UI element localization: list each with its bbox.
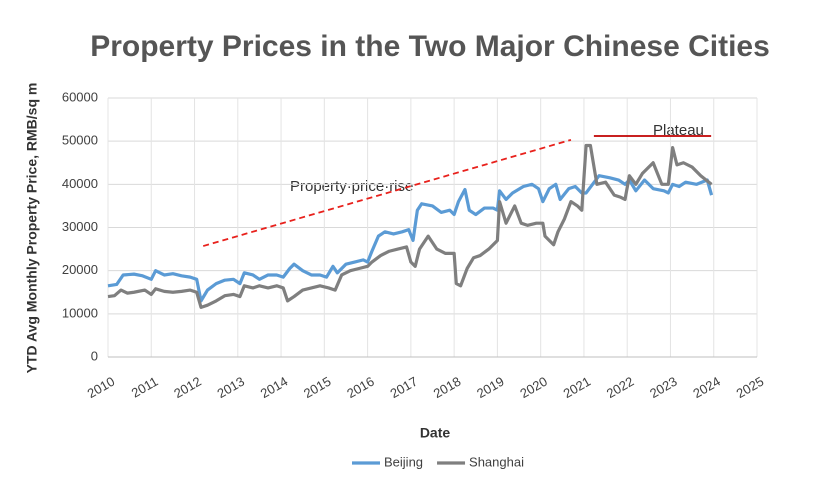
annotation: Property·price·rise (290, 178, 413, 195)
y-tick-label: 20000 (62, 262, 98, 277)
x-tick-label: 2014 (258, 374, 291, 401)
chart-title: Property Prices in the Two Major Chinese… (90, 30, 770, 63)
x-tick-label: 2025 (734, 374, 767, 401)
legend-label: Shanghai (469, 454, 524, 469)
x-tick-label: 2022 (604, 374, 637, 401)
x-tick-label: 2010 (85, 374, 118, 401)
x-tick-label: 2023 (647, 374, 680, 401)
legend-label: Beijing (384, 454, 423, 469)
y-tick-label: 60000 (62, 89, 98, 104)
x-tick-label: 2012 (171, 374, 204, 401)
x-tick-label: 2021 (561, 374, 594, 401)
x-tick-label: 2013 (214, 374, 247, 401)
y-axis-title: YTD Avg Monthly Property Price, RMB/sq m (24, 83, 40, 374)
x-tick-label: 2015 (301, 374, 334, 401)
series-line (107, 143, 713, 309)
x-tick-label: 2018 (431, 374, 464, 401)
series-line (107, 174, 714, 303)
y-tick-label: 30000 (62, 219, 98, 234)
y-tick-label: 10000 (62, 305, 98, 320)
y-tick-label: 40000 (62, 176, 98, 191)
reference-line (202, 139, 572, 247)
x-tick-label: 2016 (344, 374, 377, 401)
y-tick-label: 0 (91, 348, 98, 363)
y-tick-label: 50000 (62, 133, 98, 148)
x-tick-label: 2019 (474, 374, 507, 401)
x-tick-label: 2017 (388, 374, 421, 401)
x-tick-label: 2011 (129, 374, 161, 401)
x-tick-label: 2020 (517, 374, 550, 401)
x-tick-label: 2024 (690, 374, 723, 401)
x-axis-title: Date (420, 425, 451, 441)
annotation: Plateau (653, 122, 704, 139)
